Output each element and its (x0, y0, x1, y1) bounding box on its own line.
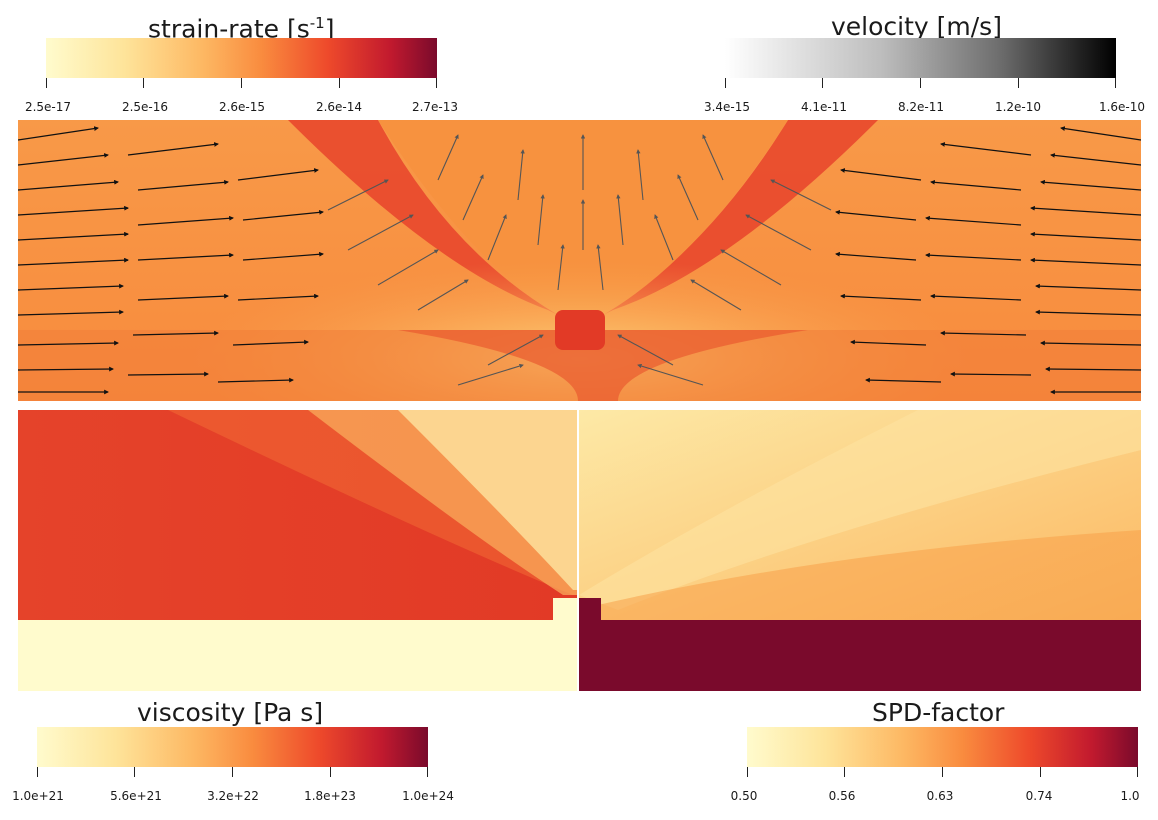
viscosity-tick-label: 5.6e+21 (110, 789, 162, 803)
spd-factor-tick-mark (1040, 767, 1041, 777)
strain-rate-tick-label: 2.7e-13 (411, 100, 459, 114)
strain-rate-tick-label: 2.6e-14 (315, 100, 363, 114)
strain-rate-tick-label: 2.5e-16 (121, 100, 169, 114)
spd-notch (579, 598, 601, 620)
spd-factor-tick-mark (1137, 767, 1138, 777)
strain-rate-colorbar (46, 38, 437, 78)
spd-factor-tick-mark (844, 767, 845, 777)
spd-factor-colorbar-title: SPD-factor (872, 698, 1005, 727)
spd-low-band (579, 410, 1141, 610)
strain-rate-tick-mark (46, 78, 47, 88)
velocity-tick-label: 1.6e-10 (1098, 100, 1146, 114)
velocity-tick-label: 1.2e-10 (994, 100, 1042, 114)
velocity-colorbar-title: velocity [m/s] (831, 12, 1002, 41)
velocity-tick-mark (725, 78, 726, 88)
left-velocity-arrows (18, 126, 324, 395)
strain-rate-tick-label: 2.6e-15 (218, 100, 266, 114)
viscosity-tick-label: 1.8e+23 (304, 789, 356, 803)
viscosity-notch (553, 598, 577, 620)
strain-rate-velocity-panel (18, 120, 1141, 401)
spd-factor-tick-mark (747, 767, 748, 777)
strain-rate-tick-mark (339, 78, 340, 88)
viscosity-tick-mark (330, 767, 331, 777)
viscosity-colorbar (37, 727, 428, 767)
spd-factor-colorbar (747, 727, 1138, 767)
velocity-tick-mark (822, 78, 823, 88)
viscosity-tick-label: 3.2e+22 (207, 789, 259, 803)
velocity-tick-mark (1115, 78, 1116, 88)
upwelling-velocity-arrows (327, 134, 832, 386)
velocity-tick-label: 3.4e-15 (703, 100, 751, 114)
viscosity-colorbar-title: viscosity [Pa s] (137, 698, 324, 727)
strain-rate-tick-mark (241, 78, 242, 88)
velocity-colorbar (725, 38, 1116, 78)
viscosity-weak-band-inner (398, 410, 577, 590)
velocity-tick-label: 4.1e-11 (800, 100, 848, 114)
viscosity-spd-panel (18, 410, 1141, 691)
spd-factor-tick-label: 0.56 (828, 789, 856, 803)
viscosity-tick-mark (134, 767, 135, 777)
viscosity-tick-mark (232, 767, 233, 777)
spd-factor-tick-label: 0.50 (730, 789, 758, 803)
spd-factor-tick-label: 0.63 (926, 789, 954, 803)
viscosity-tick-mark (37, 767, 38, 777)
viscosity-lower-region (18, 620, 577, 691)
velocity-tick-mark (1018, 78, 1019, 88)
spd-factor-tick-label: 1.0 (1120, 789, 1140, 803)
viscosity-tick-label: 1.0e+21 (12, 789, 64, 803)
velocity-tick-mark (920, 78, 921, 88)
strain-rate-tick-mark (143, 78, 144, 88)
strain-rate-tick-mark (436, 78, 437, 88)
strain-notch (555, 310, 605, 350)
right-velocity-arrows (835, 126, 1141, 395)
strain-lower-shear-zone (398, 330, 808, 401)
viscosity-tick-label: 1.0e+24 (402, 789, 454, 803)
spd-mid-band (598, 530, 1141, 620)
spd-factor-tick-mark (942, 767, 943, 777)
spd-factor-tick-label: 0.74 (1025, 789, 1053, 803)
strain-rate-tick-label: 2.5e-17 (24, 100, 72, 114)
viscosity-tick-mark (427, 767, 428, 777)
strain-rate-title-bracket: ] (324, 14, 335, 44)
spd-lower-region (579, 620, 1141, 691)
strain-rate-title-exponent: -1 (309, 14, 325, 32)
velocity-tick-label: 8.2e-11 (897, 100, 945, 114)
